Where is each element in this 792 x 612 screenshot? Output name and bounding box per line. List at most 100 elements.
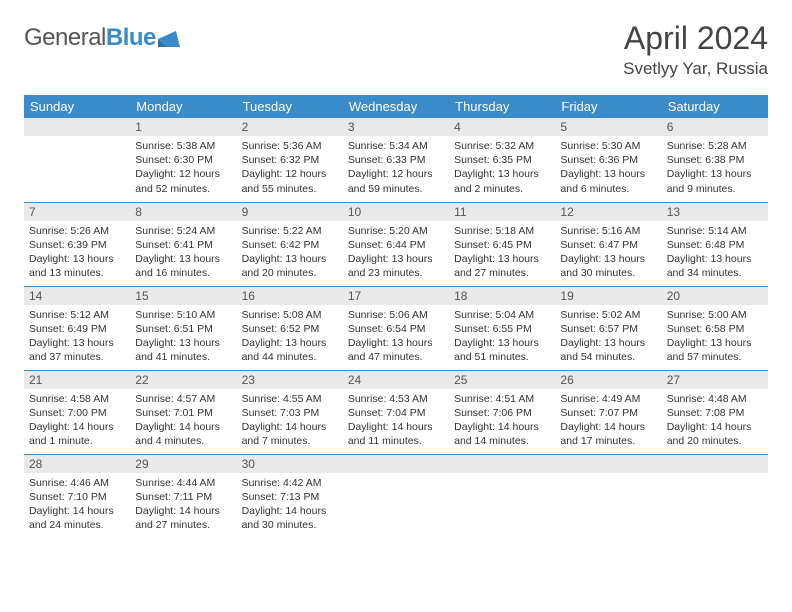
sunrise-text: Sunrise: 5:24 AM [135,224,231,238]
sunrise-text: Sunrise: 5:22 AM [242,224,338,238]
calendar-day [555,454,661,538]
daylight-text: Daylight: 14 hours and 27 minutes. [135,504,231,532]
day-number: 9 [237,203,343,221]
logo-part2: Blue [106,24,156,51]
day-info: Sunrise: 5:06 AMSunset: 6:54 PMDaylight:… [343,305,449,369]
calendar-day: 25Sunrise: 4:51 AMSunset: 7:06 PMDayligh… [449,370,555,454]
day-info: Sunrise: 5:12 AMSunset: 6:49 PMDaylight:… [24,305,130,369]
calendar-head: SundayMondayTuesdayWednesdayThursdayFrid… [24,95,768,118]
daylight-text: Daylight: 13 hours and 34 minutes. [667,252,763,280]
day-info: Sunrise: 5:18 AMSunset: 6:45 PMDaylight:… [449,221,555,285]
daylight-text: Daylight: 13 hours and 20 minutes. [242,252,338,280]
day-number: 22 [130,371,236,389]
sunset-text: Sunset: 7:08 PM [667,406,763,420]
sunrise-text: Sunrise: 4:51 AM [454,392,550,406]
calendar-day: 11Sunrise: 5:18 AMSunset: 6:45 PMDayligh… [449,202,555,286]
sunrise-text: Sunrise: 4:55 AM [242,392,338,406]
title-block: April 2024 Svetlyy Yar, Russia [623,20,768,79]
day-number: 19 [555,287,661,305]
sunset-text: Sunset: 6:54 PM [348,322,444,336]
sunset-text: Sunset: 6:32 PM [242,153,338,167]
sunset-text: Sunset: 7:01 PM [135,406,231,420]
day-number: 23 [237,371,343,389]
daylight-text: Daylight: 13 hours and 16 minutes. [135,252,231,280]
sunrise-text: Sunrise: 5:26 AM [29,224,125,238]
day-info: Sunrise: 5:22 AMSunset: 6:42 PMDaylight:… [237,221,343,285]
daylight-text: Daylight: 13 hours and 57 minutes. [667,336,763,364]
day-number: 29 [130,455,236,473]
sunrise-text: Sunrise: 5:38 AM [135,139,231,153]
calendar-day: 4Sunrise: 5:32 AMSunset: 6:35 PMDaylight… [449,118,555,202]
sunset-text: Sunset: 6:45 PM [454,238,550,252]
sunset-text: Sunset: 7:11 PM [135,490,231,504]
sunset-text: Sunset: 6:52 PM [242,322,338,336]
sunrise-text: Sunrise: 5:14 AM [667,224,763,238]
daylight-text: Daylight: 13 hours and 54 minutes. [560,336,656,364]
day-info: Sunrise: 4:46 AMSunset: 7:10 PMDaylight:… [24,473,130,537]
daylight-text: Daylight: 13 hours and 9 minutes. [667,167,763,195]
calendar-day: 3Sunrise: 5:34 AMSunset: 6:33 PMDaylight… [343,118,449,202]
sunset-text: Sunset: 7:07 PM [560,406,656,420]
day-number: 2 [237,118,343,136]
sunrise-text: Sunrise: 5:08 AM [242,308,338,322]
daylight-text: Daylight: 14 hours and 30 minutes. [242,504,338,532]
day-number: 20 [662,287,768,305]
daylight-text: Daylight: 14 hours and 24 minutes. [29,504,125,532]
day-number: 8 [130,203,236,221]
day-info: Sunrise: 5:02 AMSunset: 6:57 PMDaylight:… [555,305,661,369]
sunset-text: Sunset: 6:55 PM [454,322,550,336]
calendar-day: 14Sunrise: 5:12 AMSunset: 6:49 PMDayligh… [24,286,130,370]
sunrise-text: Sunrise: 4:46 AM [29,476,125,490]
day-number: 13 [662,203,768,221]
calendar-day: 10Sunrise: 5:20 AMSunset: 6:44 PMDayligh… [343,202,449,286]
day-info: Sunrise: 4:42 AMSunset: 7:13 PMDaylight:… [237,473,343,537]
day-info: Sunrise: 5:28 AMSunset: 6:38 PMDaylight:… [662,136,768,200]
day-info: Sunrise: 5:10 AMSunset: 6:51 PMDaylight:… [130,305,236,369]
day-info: Sunrise: 4:55 AMSunset: 7:03 PMDaylight:… [237,389,343,453]
calendar-day: 2Sunrise: 5:36 AMSunset: 6:32 PMDaylight… [237,118,343,202]
sunrise-text: Sunrise: 5:04 AM [454,308,550,322]
day-number: 21 [24,371,130,389]
calendar-day: 19Sunrise: 5:02 AMSunset: 6:57 PMDayligh… [555,286,661,370]
day-number: 10 [343,203,449,221]
daylight-text: Daylight: 14 hours and 17 minutes. [560,420,656,448]
day-number: 12 [555,203,661,221]
day-info: Sunrise: 5:16 AMSunset: 6:47 PMDaylight:… [555,221,661,285]
calendar-day: 8Sunrise: 5:24 AMSunset: 6:41 PMDaylight… [130,202,236,286]
day-number: 27 [662,371,768,389]
day-number: 18 [449,287,555,305]
sunrise-text: Sunrise: 5:20 AM [348,224,444,238]
day-header: Monday [130,95,236,118]
day-info: Sunrise: 5:14 AMSunset: 6:48 PMDaylight:… [662,221,768,285]
sunset-text: Sunset: 6:33 PM [348,153,444,167]
day-info: Sunrise: 5:30 AMSunset: 6:36 PMDaylight:… [555,136,661,200]
sunset-text: Sunset: 6:36 PM [560,153,656,167]
sunset-text: Sunset: 6:42 PM [242,238,338,252]
day-info: Sunrise: 5:36 AMSunset: 6:32 PMDaylight:… [237,136,343,200]
daylight-text: Daylight: 14 hours and 1 minute. [29,420,125,448]
calendar-day: 9Sunrise: 5:22 AMSunset: 6:42 PMDaylight… [237,202,343,286]
calendar-day [449,454,555,538]
sunrise-text: Sunrise: 4:58 AM [29,392,125,406]
sunset-text: Sunset: 6:57 PM [560,322,656,336]
sunset-text: Sunset: 6:48 PM [667,238,763,252]
calendar-day: 1Sunrise: 5:38 AMSunset: 6:30 PMDaylight… [130,118,236,202]
daylight-text: Daylight: 14 hours and 7 minutes. [242,420,338,448]
sunset-text: Sunset: 7:13 PM [242,490,338,504]
logo-text: GeneralBlue [24,24,156,52]
calendar-day: 21Sunrise: 4:58 AMSunset: 7:00 PMDayligh… [24,370,130,454]
daylight-text: Daylight: 14 hours and 14 minutes. [454,420,550,448]
daylight-text: Daylight: 13 hours and 27 minutes. [454,252,550,280]
day-number: 30 [237,455,343,473]
day-header: Wednesday [343,95,449,118]
daylight-text: Daylight: 13 hours and 51 minutes. [454,336,550,364]
sunset-text: Sunset: 6:51 PM [135,322,231,336]
day-info: Sunrise: 4:51 AMSunset: 7:06 PMDaylight:… [449,389,555,453]
calendar-day: 26Sunrise: 4:49 AMSunset: 7:07 PMDayligh… [555,370,661,454]
sunset-text: Sunset: 7:03 PM [242,406,338,420]
day-number: 5 [555,118,661,136]
logo-part1: General [24,24,106,51]
day-info: Sunrise: 4:57 AMSunset: 7:01 PMDaylight:… [130,389,236,453]
day-number: 7 [24,203,130,221]
sunrise-text: Sunrise: 5:28 AM [667,139,763,153]
